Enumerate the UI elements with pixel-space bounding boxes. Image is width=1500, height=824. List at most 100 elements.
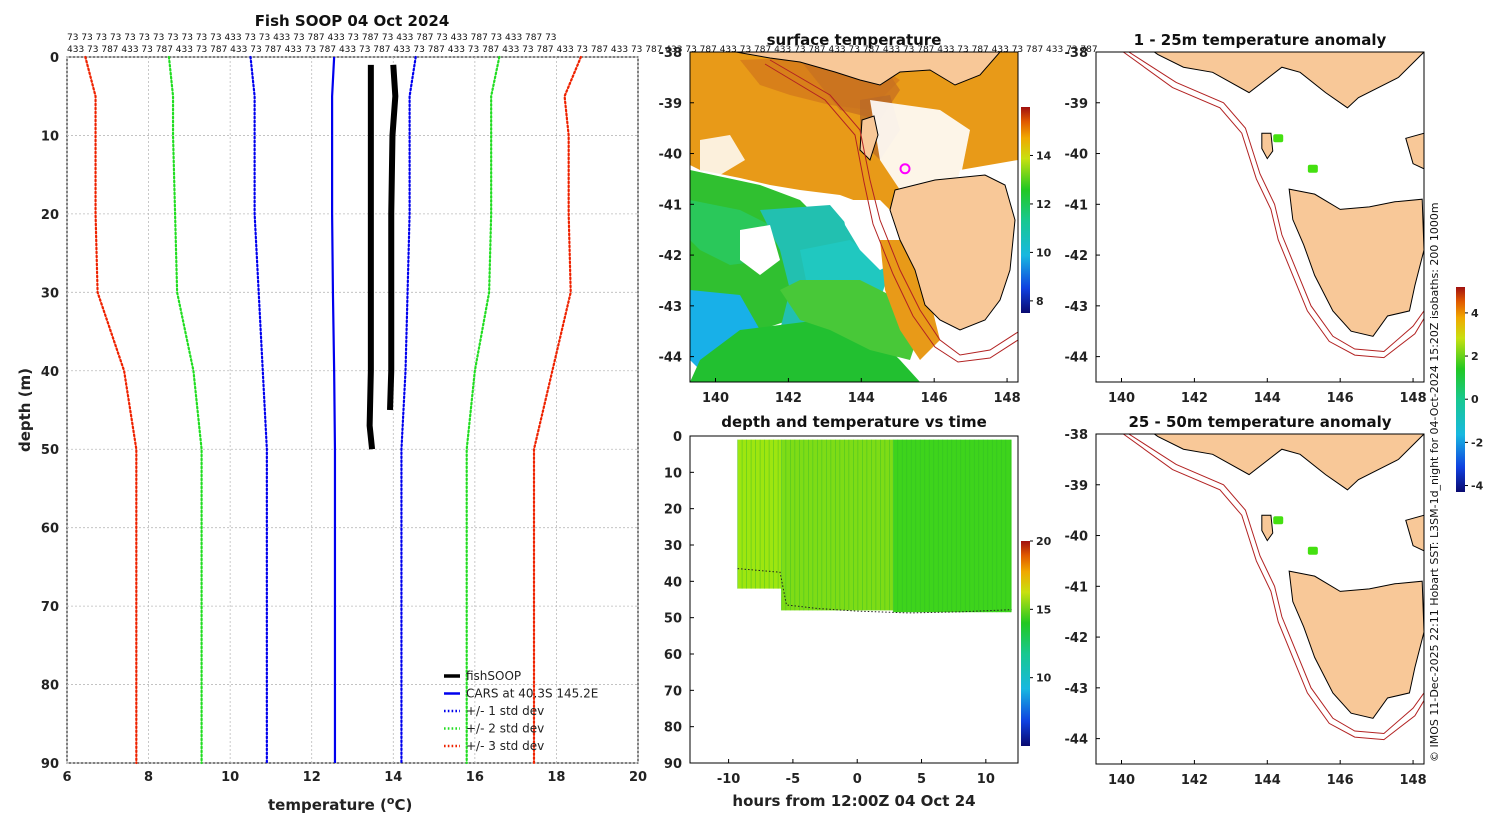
series-std2	[465, 55, 501, 765]
y-tick-label: -39	[1065, 479, 1089, 494]
x-tick-label: 12	[303, 770, 321, 785]
y-tick-label: -38	[659, 46, 683, 61]
legend-label-std3: +/- 3 std dev	[466, 739, 544, 753]
sst-colorbar-ticks: 8 10 12 14	[1030, 149, 1052, 308]
y-tick-label: 70	[664, 684, 682, 699]
y-tick-label: 60	[664, 648, 682, 663]
anomaly-map-2-panel: 25 - 50m temperature anomaly 140 142 144 14…	[1065, 413, 1427, 788]
sst-map-title: surface temperature	[767, 31, 942, 49]
anomaly-colorbar-ticks: -4 -2 0 2 4	[1465, 307, 1484, 493]
y-tick-label: 90	[664, 757, 682, 772]
series-std1	[249, 55, 268, 765]
timeseries-ticks: -10 -5 0 5 10 0 10 20 30 40 50 60 70 80 90	[664, 430, 995, 787]
x-tick-label: 142	[1181, 391, 1208, 406]
anomaly-map-1-title: 1 - 25m temperature anomaly	[1134, 31, 1387, 49]
fishsoop-profile	[387, 64, 399, 411]
y-tick-label: -43	[1065, 300, 1089, 315]
colorbar-tick-label: 2	[1471, 350, 1479, 363]
flinders-island-land	[1405, 132, 1424, 170]
data-segment	[737, 439, 782, 589]
series-std1	[400, 55, 417, 765]
colorbar-tick-label: 12	[1036, 198, 1051, 211]
x-tick-label: 144	[848, 391, 875, 406]
y-tick-label: 30	[41, 286, 59, 301]
y-tick-label: -38	[1065, 428, 1089, 443]
y-tick-label: -44	[659, 351, 683, 366]
y-tick-label: -40	[1065, 148, 1089, 163]
profile-ticks: 6 8 10 12 14 16 18 20 0 10 20 30 40 50 60 70 80 90	[41, 51, 647, 785]
legend-label-fishsoop: fishSOOP	[466, 669, 521, 683]
x-tick-label: 148	[993, 391, 1020, 406]
y-tick-label: -41	[1065, 198, 1089, 213]
anomaly-map-1-frame	[1095, 51, 1425, 383]
x-tick-label: 18	[547, 770, 565, 785]
profile-lines	[84, 55, 583, 765]
sst-map-frame	[689, 51, 1019, 383]
x-tick-label: 148	[1399, 773, 1426, 788]
y-tick-label: 0	[50, 51, 59, 66]
colorbar-tick-label: 8	[1036, 295, 1044, 308]
tasmania-land	[1288, 570, 1424, 719]
flinders-island-land	[1405, 514, 1424, 552]
copyright-notice: © IMOS 11-Dec-2025 22:11 Hobart SST: L3S…	[1428, 202, 1441, 762]
y-tick-label: 40	[664, 575, 682, 590]
colorbar-tick-label: 10	[1036, 246, 1052, 259]
y-tick-label: 80	[664, 721, 682, 736]
x-tick-label: 146	[1327, 391, 1354, 406]
x-tick-label: 144	[1254, 773, 1281, 788]
mainland-land	[1153, 52, 1424, 109]
anomaly-colorbar	[1456, 287, 1465, 492]
y-tick-label: 30	[664, 539, 682, 554]
y-tick-label: -42	[1065, 249, 1089, 264]
x-tick-label: 144	[1254, 391, 1281, 406]
y-tick-label: -38	[1065, 46, 1089, 61]
x-tick-label: 148	[1399, 391, 1426, 406]
y-tick-label: -40	[1065, 530, 1089, 545]
y-tick-label: -43	[659, 300, 683, 315]
profile-ylabel: depth (m)	[16, 368, 34, 452]
profile-panel: Fish SOOP 04 Oct 2024 73 73 73 73 73 73 …	[16, 12, 1098, 814]
y-tick-label: 70	[41, 600, 59, 615]
mainland-land	[1153, 434, 1424, 491]
timeseries-title: depth and temperature vs time	[721, 413, 987, 431]
y-tick-label: -39	[659, 97, 683, 112]
y-tick-label: -39	[1065, 97, 1089, 112]
data-segment	[781, 439, 894, 611]
x-tick-label: -5	[786, 772, 800, 787]
y-tick-label: -41	[659, 198, 683, 213]
profile-xlabel: temperature (oC)	[268, 794, 412, 814]
timeseries-colorbar	[1021, 541, 1030, 746]
timeseries-xlabel: hours from 12:00Z 04 Oct 24	[732, 792, 975, 810]
series-std3	[84, 55, 138, 765]
timeseries-data	[737, 439, 1012, 614]
anomaly-point	[1307, 164, 1318, 173]
anomaly-map-1-image	[1096, 52, 1424, 382]
anomaly-point	[1273, 134, 1284, 143]
king-island-land	[1261, 514, 1274, 542]
y-tick-label: 10	[41, 129, 59, 144]
profile-title: Fish SOOP 04 Oct 2024	[255, 12, 450, 30]
sst-colorbar	[1021, 107, 1030, 313]
y-tick-label: -43	[1065, 682, 1089, 697]
anomaly-map-2-ticks: 140 142 144 146 148 -38 -39 -40 -41 -42 -43 -44	[1065, 428, 1427, 788]
profile-header-row2: 433 73 787 433 73 787 433 73 787 433 73 …	[67, 45, 1098, 55]
king-island-land	[1261, 132, 1274, 160]
anomaly-point	[1307, 546, 1318, 555]
y-tick-label: 50	[41, 443, 59, 458]
anomaly-map-1-panel: 1 - 25m temperature anomaly 140 142 144 146…	[1065, 31, 1484, 493]
x-tick-label: 10	[977, 772, 995, 787]
y-tick-label: 10	[664, 466, 682, 481]
profile-axes-frame	[66, 56, 639, 764]
colorbar-tick-label: 20	[1036, 535, 1052, 548]
x-tick-label: 140	[1108, 391, 1135, 406]
sst-map-ticks: 140 142 144 146 148 -38 -39 -40 -41 -42 -43 -44	[659, 46, 1021, 406]
y-tick-label: -42	[659, 249, 683, 264]
y-tick-label: 50	[664, 612, 682, 627]
x-tick-label: 16	[466, 770, 484, 785]
anomaly-map-2-title: 25 - 50m temperature anomaly	[1128, 413, 1391, 431]
isobath-200m	[1128, 434, 1424, 735]
x-tick-label: 20	[629, 770, 647, 785]
anomaly-map-2-frame	[1095, 433, 1425, 765]
isobath-1000m	[1123, 434, 1424, 741]
